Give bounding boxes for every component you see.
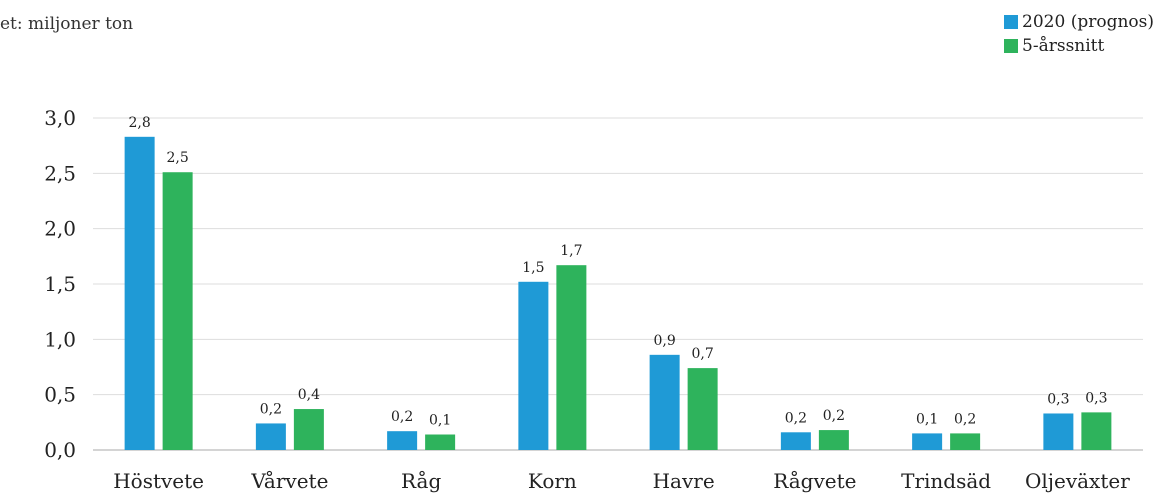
bar: [687, 368, 718, 450]
bar: [293, 409, 324, 450]
bar: [1081, 412, 1112, 450]
data-label: 0,2: [785, 410, 807, 426]
bar: [780, 432, 811, 450]
data-label: 0,2: [823, 408, 845, 424]
data-label: 0,3: [1047, 391, 1069, 407]
unit-label: et: miljoner ton: [0, 14, 134, 34]
legend-label-2020: 2020 (prognos): [1022, 12, 1154, 32]
bar: [518, 281, 549, 450]
data-label: 0,2: [391, 409, 413, 425]
bar: [162, 172, 193, 450]
y-tick-label: 0,5: [44, 383, 76, 407]
bar: [425, 434, 456, 450]
bar: [255, 423, 286, 450]
y-tick-label: 3,0: [44, 106, 76, 130]
x-tick-label: Rågvete: [773, 469, 856, 493]
data-label: 0,1: [429, 413, 451, 429]
data-label: 0,4: [298, 387, 320, 403]
x-tick-label: Vårvete: [250, 469, 328, 493]
x-tick-label: Höstvete: [113, 469, 204, 493]
bar: [1043, 413, 1074, 450]
data-label: 0,9: [653, 333, 675, 349]
y-tick-label: 1,5: [44, 272, 76, 296]
data-label: 0,7: [691, 346, 713, 362]
bar: [818, 430, 849, 450]
bar: [950, 433, 981, 450]
bar: [387, 431, 418, 450]
data-label: 1,7: [560, 243, 582, 259]
y-tick-label: 2,5: [44, 161, 76, 185]
legend-item-2020: 2020 (prognos): [1004, 10, 1154, 34]
bar: [124, 136, 155, 450]
x-tick-label: Korn: [528, 469, 577, 493]
legend-item-5yr: 5-årssnitt: [1004, 34, 1154, 58]
legend-swatch-5yr: [1004, 39, 1019, 53]
data-label: 0,1: [916, 411, 938, 427]
y-tick-label: 1,0: [44, 327, 76, 351]
x-tick-label: Oljeväxter: [1025, 469, 1130, 493]
bar: [649, 354, 680, 450]
bar: [912, 433, 943, 450]
y-tick-label: 0,0: [44, 438, 76, 462]
legend-swatch-2020: [1004, 15, 1019, 29]
data-label: 2,5: [166, 150, 188, 166]
x-tick-label: Trindsäd: [901, 469, 991, 493]
x-tick-label: Råg: [401, 469, 441, 493]
data-label: 0,2: [954, 411, 976, 427]
data-label: 0,2: [260, 401, 282, 417]
legend: 2020 (prognos) 5-årssnitt: [1004, 10, 1154, 58]
bar: [556, 265, 587, 450]
data-label: 0,3: [1085, 390, 1107, 406]
data-label: 2,8: [128, 115, 150, 131]
y-tick-label: 2,0: [44, 217, 76, 241]
x-tick-label: Havre: [653, 469, 715, 493]
legend-label-5yr: 5-årssnitt: [1022, 36, 1105, 56]
data-label: 1,5: [522, 260, 544, 276]
